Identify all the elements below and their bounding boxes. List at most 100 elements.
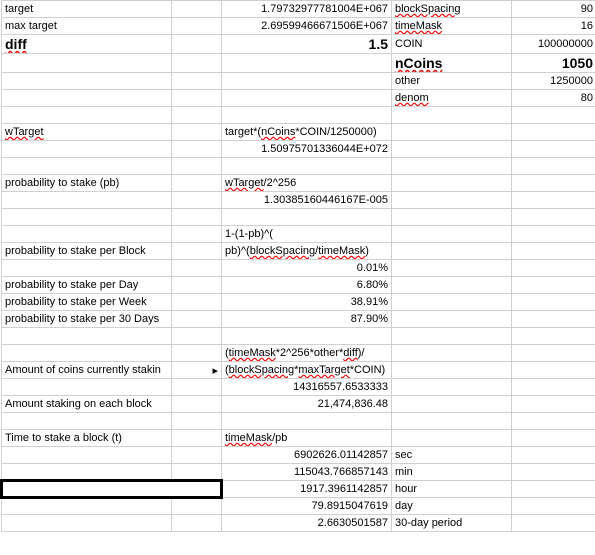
cell[interactable]: [172, 498, 222, 515]
cell-min-val[interactable]: 115043.766857143: [222, 464, 392, 481]
cell[interactable]: [172, 73, 222, 90]
cell[interactable]: [512, 294, 595, 311]
cell-pb-val[interactable]: 1.30385160446167E-005: [222, 192, 392, 209]
spreadsheet[interactable]: target 1.79732977781004E+067 blockSpacin…: [0, 0, 595, 532]
cell[interactable]: [512, 277, 595, 294]
cell[interactable]: [512, 124, 595, 141]
cell[interactable]: [512, 345, 595, 362]
cell[interactable]: [172, 243, 222, 260]
cell-sec-val[interactable]: 6902626.01142857: [222, 447, 392, 464]
selected-cell[interactable]: [2, 481, 222, 498]
cell-pblock-formula-top[interactable]: 1-(1-pb)^(: [222, 226, 392, 243]
cell-pb-formula[interactable]: wTarget/2^256: [222, 175, 392, 192]
cell[interactable]: [392, 260, 512, 277]
cell[interactable]: [512, 362, 595, 379]
cell-blockspacing-label[interactable]: blockSpacing: [392, 1, 512, 18]
cell-coin-val[interactable]: 100000000: [512, 35, 595, 54]
cell[interactable]: [392, 141, 512, 158]
cell-pday-label[interactable]: probability to stake per Day: [2, 277, 172, 294]
cell[interactable]: [172, 379, 222, 396]
cell[interactable]: [2, 192, 172, 209]
cell-ncoins-val[interactable]: 1050: [512, 54, 595, 73]
cell[interactable]: [2, 226, 172, 243]
cell[interactable]: [2, 515, 172, 532]
cell-other-label[interactable]: other: [392, 73, 512, 90]
cell-other-val[interactable]: 1250000: [512, 73, 595, 90]
cell[interactable]: [392, 226, 512, 243]
cell[interactable]: [172, 345, 222, 362]
cell[interactable]: [222, 54, 392, 73]
cell[interactable]: [392, 209, 512, 226]
cell[interactable]: [512, 158, 595, 175]
cell[interactable]: [512, 464, 595, 481]
cell-timemask-val[interactable]: 16: [512, 18, 595, 35]
cell[interactable]: [172, 141, 222, 158]
cell[interactable]: [172, 396, 222, 413]
cell-amountblock-val[interactable]: 21,474,836.48: [222, 396, 392, 413]
cell-sec-unit[interactable]: sec: [392, 447, 512, 464]
cell[interactable]: [2, 498, 172, 515]
cell-day-unit[interactable]: day: [392, 498, 512, 515]
cell[interactable]: [172, 18, 222, 35]
cell[interactable]: [172, 294, 222, 311]
cell[interactable]: [392, 175, 512, 192]
cell[interactable]: [512, 328, 595, 345]
cell[interactable]: [172, 90, 222, 107]
cell[interactable]: [392, 379, 512, 396]
cell-p30-val[interactable]: 87.90%: [222, 311, 392, 328]
cell-amount-label[interactable]: Amount of coins currently stakin: [2, 362, 172, 379]
cell[interactable]: [2, 209, 172, 226]
cell-ncoins-label[interactable]: nCoins: [392, 54, 512, 73]
cell[interactable]: [512, 141, 595, 158]
cell[interactable]: [172, 226, 222, 243]
cell[interactable]: [172, 175, 222, 192]
cell[interactable]: [172, 413, 222, 430]
cell[interactable]: [512, 481, 595, 498]
cell[interactable]: [392, 345, 512, 362]
cell[interactable]: [2, 464, 172, 481]
cell[interactable]: [222, 328, 392, 345]
cell[interactable]: [512, 515, 595, 532]
cell-hour-val[interactable]: 1917.3961142857: [222, 481, 392, 498]
cell[interactable]: [512, 260, 595, 277]
cell[interactable]: [2, 413, 172, 430]
cell[interactable]: [2, 447, 172, 464]
cell[interactable]: [512, 226, 595, 243]
cell-pweek-label[interactable]: probability to stake per Week: [2, 294, 172, 311]
cell-day-val[interactable]: 79.8915047619: [222, 498, 392, 515]
cell[interactable]: [2, 328, 172, 345]
cell[interactable]: [172, 124, 222, 141]
cell[interactable]: [172, 1, 222, 18]
cell[interactable]: [2, 90, 172, 107]
cell[interactable]: [392, 396, 512, 413]
cell-target-label[interactable]: target: [2, 1, 172, 18]
cell[interactable]: [512, 379, 595, 396]
cell[interactable]: [512, 192, 595, 209]
cell-maxtarget-val[interactable]: 2.69599466671506E+067: [222, 18, 392, 35]
cell[interactable]: [172, 35, 222, 54]
cell[interactable]: [222, 158, 392, 175]
cell-amount-formula[interactable]: (blockSpacing*maxTarget*COIN): [222, 362, 392, 379]
cell[interactable]: [222, 73, 392, 90]
cell[interactable]: [392, 124, 512, 141]
cell-pblock-label[interactable]: probability to stake per Block: [2, 243, 172, 260]
cell[interactable]: [2, 345, 172, 362]
cell-period-val[interactable]: 2.6630501587: [222, 515, 392, 532]
cell-pb-label[interactable]: probability to stake (pb): [2, 175, 172, 192]
cell[interactable]: [2, 141, 172, 158]
cell-hour-unit[interactable]: hour: [392, 481, 512, 498]
cell[interactable]: [392, 158, 512, 175]
cell-min-unit[interactable]: min: [392, 464, 512, 481]
cell-blockspacing-val[interactable]: 90: [512, 1, 595, 18]
cell-amountblock-label[interactable]: Amount staking on each block: [2, 396, 172, 413]
cell[interactable]: [392, 328, 512, 345]
cell[interactable]: [392, 294, 512, 311]
cell[interactable]: [392, 430, 512, 447]
cell[interactable]: [512, 447, 595, 464]
cell[interactable]: [512, 209, 595, 226]
cell[interactable]: [512, 396, 595, 413]
cell[interactable]: [392, 277, 512, 294]
cell[interactable]: [2, 260, 172, 277]
cell-diff-val[interactable]: 1.5: [222, 35, 392, 54]
cell-wtarget-label[interactable]: wTarget: [2, 124, 172, 141]
